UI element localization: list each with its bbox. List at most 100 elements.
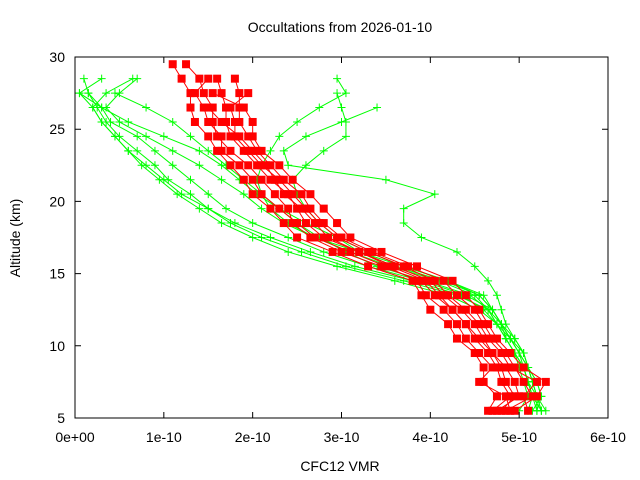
- data-point-square: [470, 320, 479, 329]
- data-point-square: [417, 291, 426, 300]
- data-point-square: [452, 320, 461, 329]
- data-point-square: [226, 146, 235, 155]
- data-point-square: [230, 117, 239, 126]
- data-point-square: [497, 363, 506, 372]
- data-point-plus: [293, 117, 302, 126]
- data-point-plus: [133, 132, 142, 141]
- data-point-square: [452, 291, 461, 300]
- data-point-square: [293, 233, 302, 242]
- data-point-plus: [217, 175, 226, 184]
- data-point-square: [301, 219, 310, 228]
- data-point-square: [430, 291, 439, 300]
- data-point-square: [208, 89, 217, 98]
- data-point-square: [270, 175, 279, 184]
- data-point-square: [528, 392, 537, 401]
- data-point-square: [355, 247, 364, 256]
- data-point-plus: [248, 233, 257, 242]
- series-green-5: [84, 89, 546, 415]
- data-point-square: [484, 406, 493, 415]
- data-point-square: [479, 363, 488, 372]
- data-point-plus: [341, 89, 350, 98]
- data-point-square: [377, 262, 386, 271]
- data-point-square: [244, 89, 253, 98]
- data-point-square: [288, 190, 297, 199]
- data-point-square: [475, 349, 484, 358]
- data-point-plus: [306, 247, 315, 256]
- data-point-square: [439, 276, 448, 285]
- data-point-square: [315, 219, 324, 228]
- data-point-square: [488, 406, 497, 415]
- data-point-square: [364, 262, 373, 271]
- data-point-plus: [390, 276, 399, 285]
- data-point-plus: [257, 204, 266, 213]
- data-point-square: [199, 103, 208, 112]
- data-point-square: [364, 247, 373, 256]
- data-point-square: [461, 320, 470, 329]
- data-point-square: [515, 392, 524, 401]
- data-point-square: [244, 146, 253, 155]
- data-point-square: [439, 291, 448, 300]
- data-point-plus: [470, 262, 479, 271]
- data-point-square: [226, 161, 235, 170]
- data-point-square: [461, 291, 470, 300]
- data-point-plus: [97, 74, 106, 83]
- data-point-plus: [195, 146, 204, 155]
- data-point-square: [461, 334, 470, 343]
- data-point-plus: [492, 320, 501, 329]
- data-point-square: [208, 117, 217, 126]
- data-point-square: [257, 146, 266, 155]
- data-point-plus: [110, 89, 119, 98]
- data-point-plus: [452, 247, 461, 256]
- data-point-square: [213, 146, 222, 155]
- data-point-plus: [284, 233, 293, 242]
- data-point-square: [275, 161, 284, 170]
- data-point-plus: [142, 103, 151, 112]
- series-red-6: [190, 74, 515, 415]
- data-point-square: [204, 132, 213, 141]
- data-point-square: [239, 103, 248, 112]
- x-axis-label: CFC12 VMR: [300, 458, 379, 474]
- data-point-square: [475, 320, 484, 329]
- data-point-plus: [204, 204, 213, 213]
- series-green-2: [79, 74, 537, 415]
- data-point-square: [377, 247, 386, 256]
- x-tick-label: 2e-10: [235, 429, 271, 445]
- data-point-plus: [417, 233, 426, 242]
- data-point-square: [253, 146, 262, 155]
- data-point-square: [306, 204, 315, 213]
- x-tick-label: 0e+00: [55, 429, 95, 445]
- data-point-square: [257, 175, 266, 184]
- series-line: [234, 78, 534, 412]
- data-point-plus: [159, 175, 168, 184]
- data-point-plus: [501, 334, 510, 343]
- data-point-square: [510, 392, 519, 401]
- data-point-square: [337, 233, 346, 242]
- data-point-square: [284, 204, 293, 213]
- data-point-square: [421, 276, 430, 285]
- series-line: [105, 78, 542, 412]
- data-point-square: [222, 103, 231, 112]
- data-point-square: [248, 117, 257, 126]
- data-point-square: [501, 392, 510, 401]
- data-point-square: [319, 233, 328, 242]
- data-point-square: [235, 103, 244, 112]
- data-point-plus: [248, 219, 257, 228]
- data-point-square: [541, 377, 550, 386]
- data-point-plus: [501, 320, 510, 329]
- data-point-square: [470, 334, 479, 343]
- data-point-plus: [497, 305, 506, 314]
- y-tick-label: 25: [49, 121, 65, 137]
- data-point-square: [346, 247, 355, 256]
- data-point-plus: [204, 190, 213, 199]
- data-point-square: [519, 363, 528, 372]
- data-point-square: [288, 219, 297, 228]
- data-point-plus: [115, 117, 124, 126]
- data-point-plus: [186, 175, 195, 184]
- data-point-square: [190, 89, 199, 98]
- x-tick-label: 5e-10: [501, 429, 537, 445]
- data-point-plus: [142, 161, 151, 170]
- data-point-square: [430, 276, 439, 285]
- data-point-square: [421, 291, 430, 300]
- x-tick-label: 4e-10: [412, 429, 448, 445]
